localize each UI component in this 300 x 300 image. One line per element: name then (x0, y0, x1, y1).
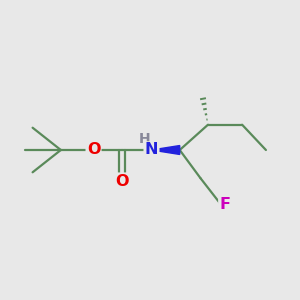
Text: O: O (87, 142, 100, 158)
Polygon shape (152, 146, 180, 154)
Text: O: O (115, 174, 128, 189)
Text: F: F (219, 197, 230, 212)
Text: N: N (145, 142, 158, 158)
Text: H: H (139, 132, 151, 146)
